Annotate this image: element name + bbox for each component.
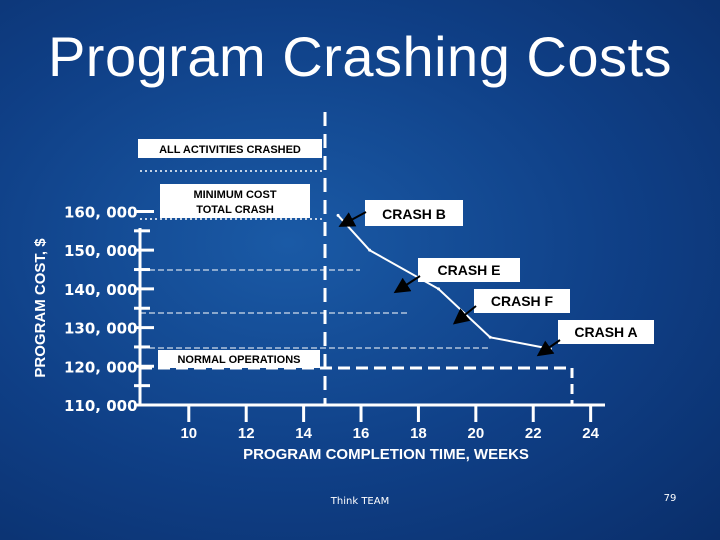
x-tick-label: 14 xyxy=(295,425,312,442)
page-number: 79 xyxy=(663,493,677,504)
x-tick-label: 22 xyxy=(525,425,542,442)
y-tick-label: 140, 000 xyxy=(64,281,138,299)
curve-point xyxy=(488,335,492,339)
x-tick-label: 20 xyxy=(467,425,484,442)
footer-text: Think TEAM xyxy=(330,496,390,507)
label-crash-e: CRASH E xyxy=(393,258,520,294)
label-all-crashed: ALL ACTIVITIES CRASHED xyxy=(138,139,322,158)
label-crash-f: CRASH F xyxy=(452,289,570,325)
x-tick-label: 18 xyxy=(410,425,427,442)
label-all-crashed-text: ALL ACTIVITIES CRASHED xyxy=(159,144,301,156)
curve-point xyxy=(368,248,372,252)
label-minimum-cost: MINIMUM COST TOTAL CRASH xyxy=(160,184,310,218)
y-tick-label: 120, 000 xyxy=(64,358,138,376)
x-axis-title: PROGRAM COMPLETION TIME, WEEKS xyxy=(243,446,529,463)
cost-curve xyxy=(337,214,551,350)
y-tick-label: 150, 000 xyxy=(64,242,138,260)
label-crash-b: CRASH B xyxy=(338,200,463,227)
label-crash-b-text: CRASH B xyxy=(382,206,446,222)
label-normal-operations-text: NORMAL OPERATIONS xyxy=(177,354,300,366)
page-title: Program Crashing Costs xyxy=(47,25,673,88)
y-tick-label: 110, 000 xyxy=(64,397,138,415)
x-tick-label: 16 xyxy=(353,425,370,442)
y-tick-label: 130, 000 xyxy=(64,320,138,338)
curve-point xyxy=(437,287,441,291)
label-crash-f-text: CRASH F xyxy=(491,293,554,309)
curve-point xyxy=(336,213,340,217)
label-crash-a: CRASH A xyxy=(536,320,654,357)
y-tick-label: 160, 000 xyxy=(64,203,138,221)
label-min-cost-line1: MINIMUM COST xyxy=(193,189,276,201)
y-axis-title: PROGRAM COST, $ xyxy=(32,238,49,378)
label-normal-operations: NORMAL OPERATIONS xyxy=(158,350,320,368)
label-crash-e-text: CRASH E xyxy=(437,262,500,278)
x-tick-label: 12 xyxy=(238,425,255,442)
label-crash-a-text: CRASH A xyxy=(574,324,637,340)
x-tick-label: 24 xyxy=(582,425,599,442)
label-min-cost-line2: TOTAL CRASH xyxy=(196,204,274,216)
x-tick-label: 10 xyxy=(180,425,197,442)
